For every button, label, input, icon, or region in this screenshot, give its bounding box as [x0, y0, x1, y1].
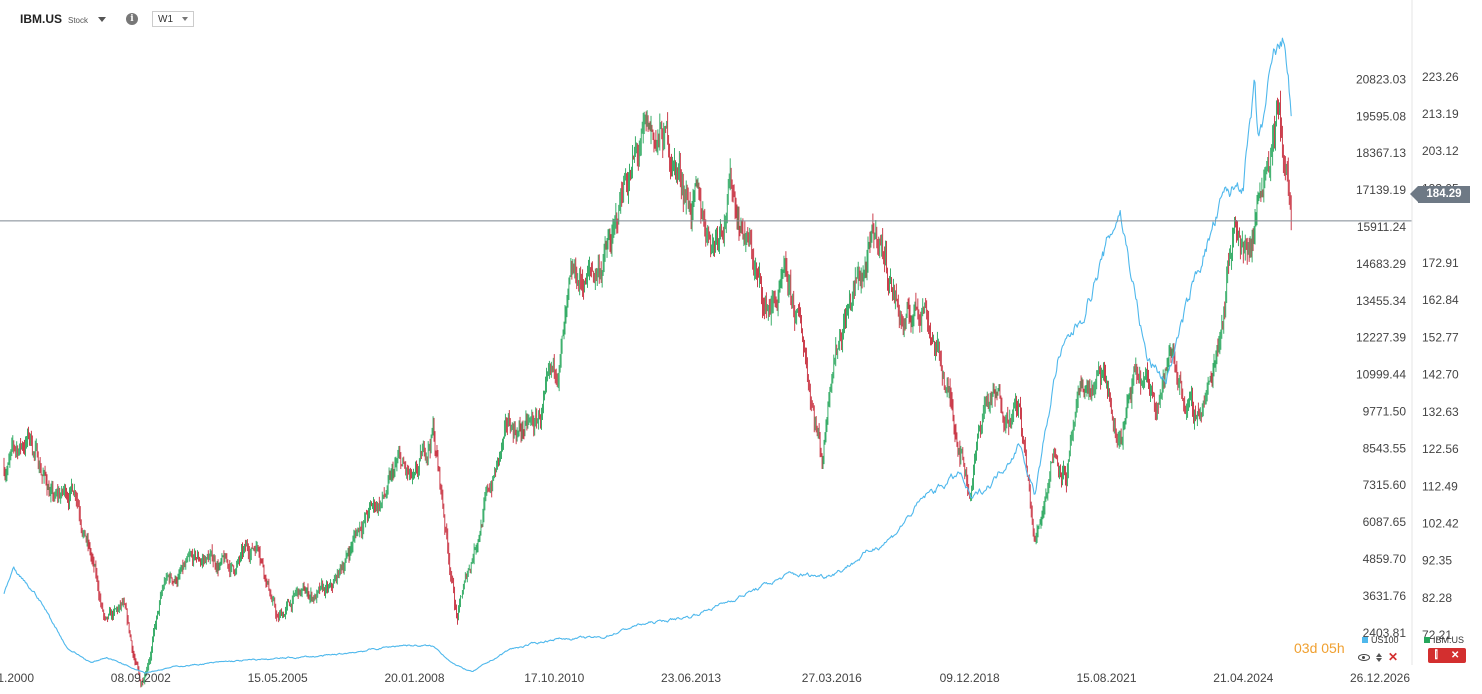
time-axis-tick-label: 15.05.2005: [248, 671, 308, 685]
right-axis-tick-label: 122.56: [1422, 442, 1459, 456]
right-axis-tick-label: 162.84: [1422, 293, 1459, 307]
legend-item-ibm: IBM.US: [1424, 635, 1464, 645]
time-axis-tick-label: 26.12.2026: [1350, 671, 1410, 685]
left-axis-tick-label: 19595.08: [1356, 109, 1406, 123]
right-axis-tick-label: 82.28: [1422, 591, 1452, 605]
right-axis-tick-label: 142.70: [1422, 368, 1459, 382]
us100-swatch: [1362, 637, 1368, 643]
right-axis-tick-label: 172.91: [1422, 256, 1459, 270]
ibm-swatch: [1424, 637, 1430, 643]
candle-countdown: 03d 05h: [1294, 640, 1345, 656]
time-axis-tick-label: 09.12.2018: [940, 671, 1000, 685]
time-axis-tick-label: 21.04.2024: [1213, 671, 1273, 685]
symbol-label: IBM.US: [20, 12, 62, 26]
close-icon[interactable]: ✕: [1388, 650, 1399, 664]
left-axis-tick-label: 10999.44: [1356, 368, 1406, 382]
time-axis-tick-label: 20.01.2008: [384, 671, 444, 685]
up-down-arrows-icon[interactable]: [1376, 652, 1382, 662]
time-axis-tick-label: 15.08.2021: [1076, 671, 1136, 685]
instrument-type-label: Stock: [68, 16, 89, 25]
time-axis: 02.01.2000 08.09.2002 15.05.2005 20.01.2008…: [0, 671, 1410, 685]
us100-line-series: [3, 37, 1292, 674]
left-axis-tick-label: 15911.24: [1357, 220, 1406, 234]
candles-icon[interactable]: ⫿: [1434, 650, 1438, 661]
right-axis-tick-label: 203.12: [1422, 144, 1459, 158]
legend-item-us100: US100: [1362, 635, 1399, 645]
timeframe-value: W1: [158, 13, 174, 25]
right-axis-tick-label: 213.19: [1422, 107, 1459, 121]
right-axis-tick-label: 152.77: [1422, 330, 1459, 344]
us100-series-controls: ✕: [1358, 650, 1398, 664]
left-axis-tick-label: 8543.55: [1363, 441, 1407, 455]
left-axis-tick-label: 7315.60: [1363, 478, 1407, 492]
left-axis-tick-label: 6087.65: [1363, 515, 1407, 529]
left-axis-tick-label: 17139.19: [1356, 183, 1406, 197]
left-axis-tick-label: 12227.39: [1356, 331, 1406, 345]
left-axis-tick-label: 2403.81: [1363, 626, 1407, 640]
left-axis-tick-label: 14683.29: [1356, 257, 1406, 271]
left-axis-tick-label: 9771.50: [1363, 404, 1407, 418]
ibm-series-controls: ⫿ ✕: [1428, 648, 1466, 663]
close-icon[interactable]: ✕: [1451, 650, 1460, 661]
right-axis-tick-label: 223.26: [1422, 70, 1459, 84]
legend-label-ibm: IBM.US: [1433, 635, 1465, 645]
time-axis-tick-label: 02.01.2000: [0, 671, 34, 685]
left-axis-tick-label: 20823.03: [1356, 72, 1406, 86]
legend-label-us100: US100: [1371, 635, 1399, 645]
time-axis-tick-label: 08.09.2002: [111, 671, 171, 685]
right-axis-tick-label: 112.49: [1422, 479, 1458, 493]
time-axis-tick-label: 17.10.2010: [524, 671, 584, 685]
right-axis-tick-label: 132.63: [1422, 405, 1459, 419]
instrument-header: IBM.US Stock i W1: [20, 8, 195, 30]
time-axis-tick-label: 27.03.2016: [802, 671, 862, 685]
info-icon[interactable]: i: [126, 13, 139, 25]
eye-icon[interactable]: [1358, 653, 1370, 661]
chevron-down-icon: [182, 17, 189, 21]
left-axis-tick-label: 18367.13: [1356, 146, 1406, 160]
time-axis-tick-label: 23.06.2013: [661, 671, 721, 685]
left-axis-tick-label: 4859.70: [1363, 552, 1407, 566]
ibm-candlestick-series: [3, 90, 1292, 688]
left-price-axis: 20823.03 19595.08 18367.13 17139.19 15911.24…: [1356, 72, 1406, 639]
current-price-badge: 184.29: [1410, 186, 1470, 203]
left-axis-tick-label: 3631.76: [1363, 589, 1407, 603]
right-price-axis: 223.26213.19203.12193.05172.91162.84152.…: [1422, 70, 1459, 642]
left-axis-tick-label: 13455.34: [1356, 294, 1406, 308]
chevron-down-icon[interactable]: [98, 16, 107, 22]
timeframe-select[interactable]: W1: [152, 11, 195, 27]
right-axis-tick-label: 92.35: [1422, 554, 1452, 568]
right-axis-tick-label: 102.42: [1422, 517, 1459, 531]
